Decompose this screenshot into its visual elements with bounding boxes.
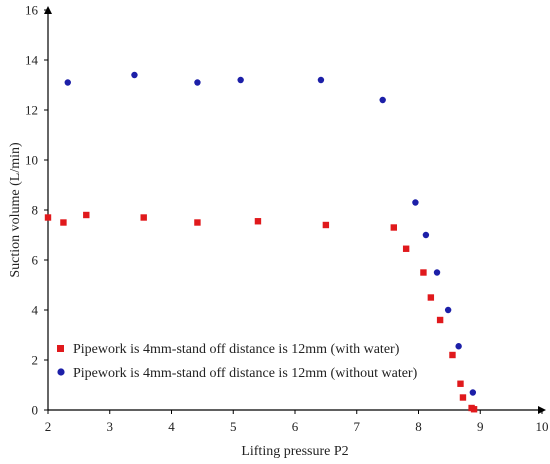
data-point-without-water	[422, 231, 430, 239]
data-point-with-water	[457, 380, 464, 387]
data-point-with-water	[436, 316, 444, 324]
data-point-with-water	[194, 219, 201, 226]
data-point-with-water	[459, 394, 467, 401]
data-point-without-water	[444, 306, 452, 314]
x-tick-label: 3	[107, 419, 114, 434]
data-point-without-water	[455, 343, 462, 350]
y-axis-title: Suction volume (L/min)	[8, 142, 23, 278]
x-tick-label: 6	[292, 419, 299, 434]
y-tick-label: 2	[32, 353, 39, 368]
data-point-without-water	[379, 96, 386, 104]
data-point-without-water	[433, 269, 441, 276]
x-axis-title: Lifting pressure P2	[241, 444, 348, 459]
data-point-without-water	[317, 76, 325, 84]
y-tick-label: 0	[32, 403, 39, 418]
x-tick-label: 4	[168, 419, 175, 434]
y-tick-label: 14	[25, 53, 39, 68]
y-tick-label: 16	[25, 3, 39, 18]
data-point-with-water	[60, 219, 67, 226]
y-tick-label: 6	[32, 253, 39, 268]
data-point-without-water	[469, 389, 477, 396]
data-point-with-water	[83, 211, 90, 219]
data-point-with-water	[322, 221, 330, 229]
data-point-with-water	[402, 245, 410, 252]
data-point-without-water	[194, 79, 201, 86]
y-tick-label: 8	[32, 203, 39, 218]
data-point-without-water	[64, 79, 71, 86]
data-point-with-water	[449, 351, 456, 359]
x-tick-label: 8	[415, 419, 422, 434]
data-point-with-water	[44, 214, 52, 221]
data-point-with-water	[140, 214, 147, 221]
data-point-without-water	[131, 71, 138, 79]
data-point-with-water	[427, 294, 435, 301]
data-point-with-water	[254, 218, 262, 225]
x-tick-label: 2	[45, 419, 52, 434]
data-point-with-water	[470, 406, 478, 413]
data-point-with-water	[390, 224, 397, 231]
y-tick-label: 10	[25, 153, 38, 168]
y-tick-label: 12	[25, 103, 38, 118]
legend-marker-without-water	[57, 368, 65, 376]
legend-marker-with-water	[57, 345, 64, 352]
x-tick-label: 9	[477, 419, 484, 434]
legend-label-with-water: Pipework is 4mm-stand off distance is 12…	[73, 342, 400, 357]
x-tick-label: 7	[354, 419, 361, 434]
data-point-with-water	[420, 269, 427, 276]
x-tick-label: 5	[230, 419, 237, 434]
legend-label-without-water: Pipework is 4mm-stand off distance is 12…	[73, 366, 418, 381]
x-tick-label: 10	[536, 419, 549, 434]
y-tick-label: 4	[32, 303, 39, 318]
data-point-without-water	[412, 199, 419, 206]
data-point-without-water	[237, 76, 244, 84]
legend: Pipework is 4mm-stand off distance is 12…	[57, 342, 418, 381]
data-points	[44, 71, 478, 413]
